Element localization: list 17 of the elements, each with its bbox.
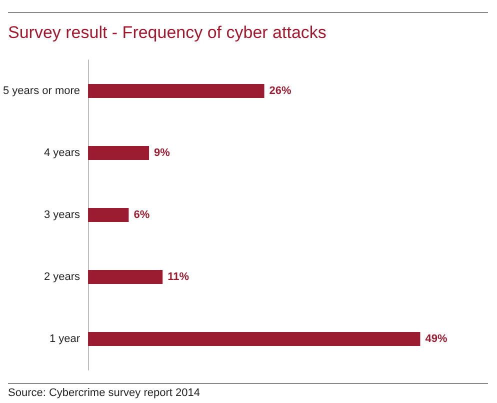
bar xyxy=(88,270,163,284)
bar xyxy=(88,84,264,98)
y-tick-label: 3 years xyxy=(44,209,81,221)
y-tick-label: 5 years or more xyxy=(2,85,80,97)
chart-title: Survey result - Frequency of cyber attacks xyxy=(8,12,488,43)
data-label: 6% xyxy=(134,209,150,221)
bar xyxy=(88,146,150,160)
data-label: 11% xyxy=(168,271,190,283)
y-tick-label: 4 years xyxy=(44,147,81,159)
bar xyxy=(88,332,420,346)
bar xyxy=(88,208,129,222)
data-label: 49% xyxy=(425,333,448,345)
data-label: 9% xyxy=(154,147,170,159)
y-tick-label: 2 years xyxy=(44,271,81,283)
y-tick-label: 1 year xyxy=(49,333,80,345)
data-label: 26% xyxy=(269,85,292,97)
source-note: Source: Cybercrime survey report 2014 xyxy=(8,383,488,399)
